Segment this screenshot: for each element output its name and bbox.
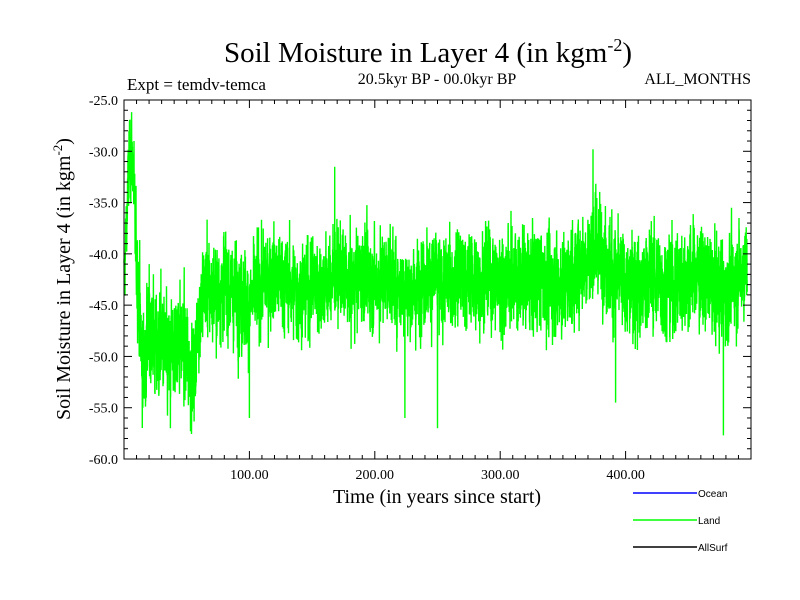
legend-label-ocean: Ocean [698, 489, 727, 500]
legend-label-land: Land [698, 516, 720, 527]
x-tick-label: 200.00 [356, 468, 395, 483]
series-line-land [123, 112, 748, 436]
y-tick-label: -45.0 [89, 299, 118, 314]
y-tick-label: -50.0 [89, 350, 118, 365]
months-label: ALL_MONTHS [644, 71, 751, 88]
y-axis-label: Soil Moisture in Layer 4 (in kgm-2) [50, 138, 75, 420]
legend-label-allsurf: AllSurf [698, 543, 728, 554]
x-tick-label: 300.00 [481, 468, 520, 483]
y-tick-label: -60.0 [89, 453, 118, 468]
x-tick-label: 100.00 [230, 468, 269, 483]
legend: Ocean Land AllSurf [633, 489, 728, 554]
x-axis-label: Time (in years since start) [333, 486, 541, 508]
plot-area [123, 112, 748, 436]
y-tick-label: -55.0 [89, 402, 118, 417]
y-tick-label: -40.0 [89, 248, 118, 263]
y-tick-label: -25.0 [89, 94, 118, 109]
chart-title: Soil Moisture in Layer 4 (in kgm-2) [224, 35, 632, 69]
y-tick-label: -35.0 [89, 197, 118, 212]
axes: -25.0 -30.0 -35.0 -40.0 -45.0 -50.0 -55.0 -60.0… [89, 94, 752, 483]
experiment-label: Expt = temdv-temca [127, 75, 266, 94]
x-tick-label: 400.00 [606, 468, 645, 483]
period-label: 20.5kyr BP - 00.0kyr BP [358, 71, 517, 88]
y-tick-label: -30.0 [89, 145, 118, 160]
